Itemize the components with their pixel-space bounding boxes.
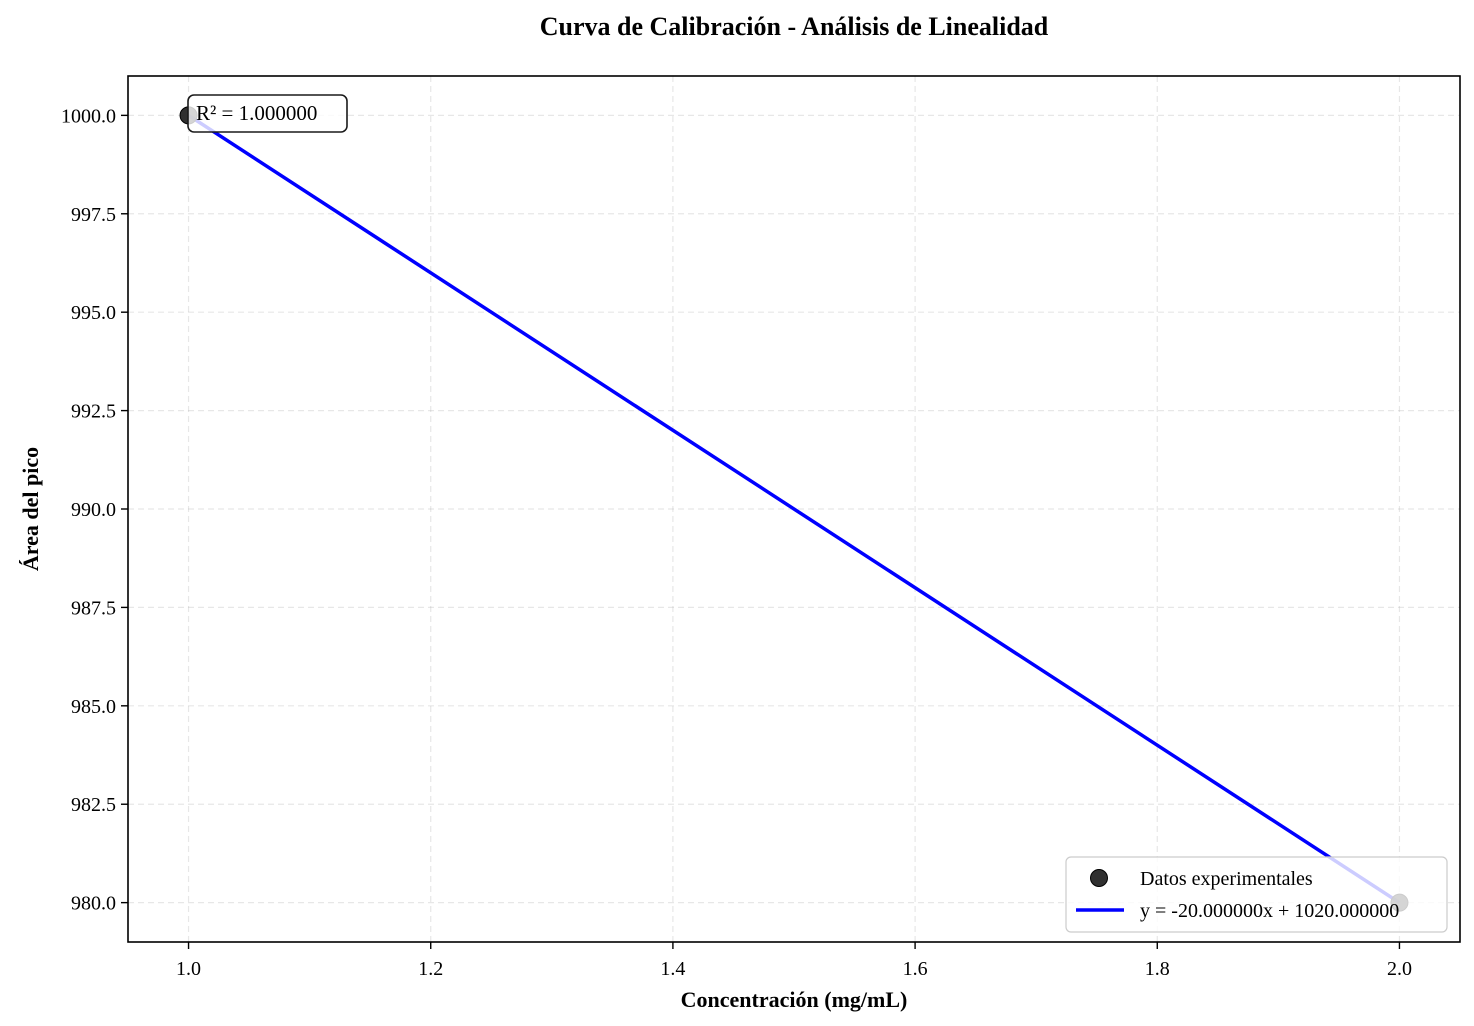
- legend-marker-scatter: [1090, 869, 1108, 887]
- x-tick-label: 2.0: [1387, 958, 1412, 980]
- fit-line: [187, 113, 1401, 905]
- x-tick-label: 1.0: [176, 958, 201, 980]
- r-squared-annotation: R² = 1.000000: [187, 94, 348, 133]
- x-axis-ticks: 1.0 1.2 1.4 1.6 1.8 2.0: [176, 942, 1412, 980]
- y-axis-label: Área del pico: [18, 447, 43, 571]
- y-tick-label: 997.5: [71, 204, 116, 226]
- x-tick-label: 1.4: [660, 958, 685, 980]
- y-tick-label: 980.0: [71, 893, 116, 915]
- y-axis-ticks: 980.0 982.5 985.0 987.5 990.0 992.5 995.0 997.5…: [61, 105, 128, 915]
- y-tick-label: 990.0: [71, 499, 116, 521]
- annotation-text: R² = 1.000000: [196, 101, 317, 125]
- legend-label-scatter: Datos experimentales: [1140, 868, 1313, 890]
- legend: Datos experimentales y = -20.000000x + 1…: [1065, 856, 1448, 933]
- y-tick-label: 985.0: [71, 696, 116, 718]
- x-tick-label: 1.2: [418, 958, 443, 980]
- x-axis-label: Concentración (mg/mL): [681, 987, 908, 1012]
- annotation-box: [187, 94, 348, 133]
- y-tick-label: 982.5: [71, 794, 116, 816]
- chart-title: Curva de Calibración - Análisis de Linea…: [540, 12, 1049, 41]
- x-tick-label: 1.8: [1145, 958, 1170, 980]
- x-tick-label: 1.6: [903, 958, 928, 980]
- legend-box: [1065, 856, 1448, 933]
- legend-label-line: y = -20.000000x + 1020.000000: [1140, 900, 1399, 922]
- y-tick-label: 1000.0: [61, 105, 116, 127]
- y-tick-label: 995.0: [71, 302, 116, 324]
- y-tick-label: 987.5: [71, 597, 116, 619]
- y-tick-label: 992.5: [71, 401, 116, 423]
- fit-line-group: [187, 113, 1401, 905]
